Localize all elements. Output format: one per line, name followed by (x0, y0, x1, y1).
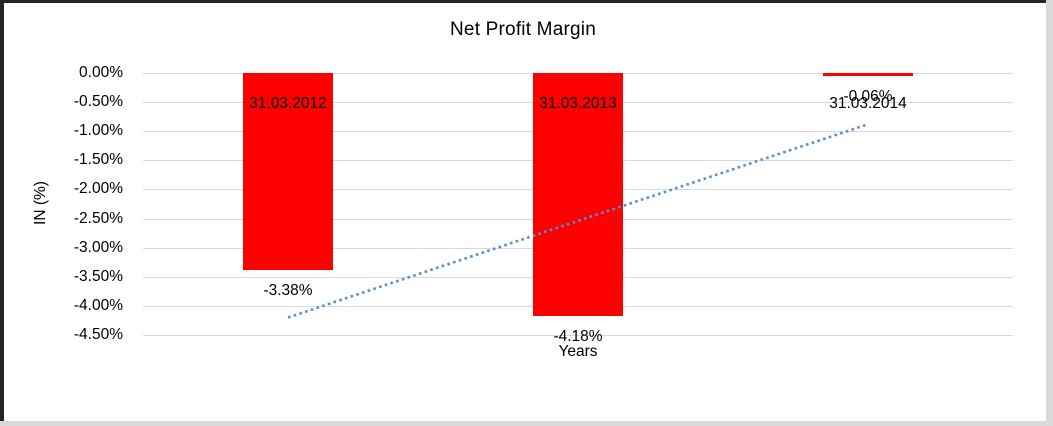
y-tick-label: -3.00% (73, 239, 123, 256)
chart-title: Net Profit Margin (450, 19, 596, 40)
category-label: 31.03.2014 (829, 95, 907, 112)
frame-border-top (0, 0, 1046, 3)
data-label: -3.38% (263, 282, 313, 299)
y-tick-label: -4.50% (73, 326, 123, 343)
data-label: -0.06% (843, 88, 893, 105)
frame-border-bottom (0, 421, 1046, 426)
category-label: 31.03.2012 (249, 95, 327, 112)
y-tick-label: -2.50% (73, 210, 123, 227)
x-axis-title: Years (558, 343, 598, 360)
gridline (143, 335, 1013, 336)
y-tick-label: -4.00% (73, 297, 123, 314)
y-tick-label: -2.00% (73, 180, 123, 197)
bar-31.03.2014 (823, 73, 913, 76)
frame-border-left (0, 0, 4, 426)
data-label: -4.18% (553, 328, 603, 345)
y-tick-label: -3.50% (73, 268, 123, 285)
frame-border-right (1046, 0, 1053, 426)
y-tick-label: -1.50% (73, 151, 123, 168)
category-label: 31.03.2013 (539, 95, 617, 112)
y-tick-label: -0.50% (73, 93, 123, 110)
y-tick-label: -1.00% (73, 122, 123, 139)
y-tick-label: 0.00% (79, 64, 123, 81)
